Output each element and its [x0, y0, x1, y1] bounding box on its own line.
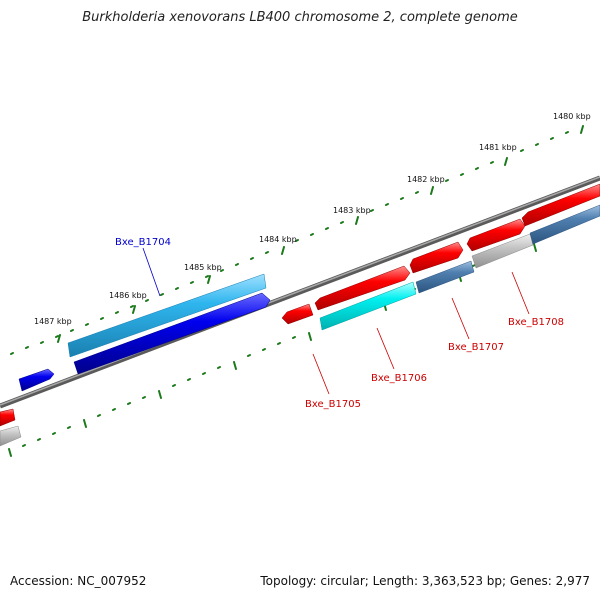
label-bxe-b1708[interactable]: Bxe_B1708 — [508, 317, 564, 328]
tick-labels: 1480 kbp 1481 kbp 1482 kbp 1483 kbp 1484… — [34, 112, 591, 326]
accession-text: Accession: NC_007952 — [10, 574, 147, 588]
gene-gray-left[interactable] — [0, 425, 22, 447]
outer-tick-track — [10, 125, 584, 355]
tick-label-1481: 1481 kbp — [479, 143, 517, 152]
gene-bxe-b1707[interactable] — [415, 260, 475, 294]
inner-strand-genes — [0, 183, 600, 447]
gene-bxe-b1705[interactable] — [281, 303, 314, 325]
leader-bxe-b1704 — [142, 247, 161, 297]
tick-label-1484: 1484 kbp — [259, 235, 297, 244]
gene-bxe-b1708[interactable] — [471, 233, 534, 269]
tick-label-1487: 1487 kbp — [34, 317, 72, 326]
tick-label-1483: 1483 kbp — [333, 206, 371, 215]
outer-strand-genes — [18, 273, 271, 392]
gene-bxe-b1706[interactable] — [319, 281, 417, 331]
tick-label-1485: 1485 kbp — [184, 263, 222, 272]
gene-red-right[interactable] — [521, 183, 600, 227]
label-bxe-b1705[interactable]: Bxe_B1705 — [305, 399, 361, 410]
label-bxe-b1707[interactable]: Bxe_B1707 — [448, 342, 504, 353]
tick-label-1480: 1480 kbp — [553, 112, 591, 121]
label-bxe-b1706[interactable]: Bxe_B1706 — [371, 373, 427, 384]
gene-blue-small[interactable] — [18, 368, 55, 392]
leader-bxe-b1706 — [376, 327, 395, 370]
genome-backbone — [0, 175, 600, 409]
gene-bxe-b1704[interactable] — [67, 273, 267, 358]
gene-reverse-blue[interactable] — [73, 292, 271, 375]
label-bxe-b1704[interactable]: Bxe_B1704 — [115, 237, 171, 248]
gene-red-left[interactable] — [0, 408, 16, 427]
leader-bxe-b1705 — [312, 353, 330, 395]
tick-label-1486: 1486 kbp — [109, 291, 147, 300]
gene-labels: Bxe_B1704 Bxe_B1705 Bxe_B1706 Bxe_B1707 … — [115, 237, 564, 410]
leader-bxe-b1707 — [451, 297, 470, 340]
gene-red-c[interactable] — [409, 241, 464, 274]
gene-steel-right[interactable] — [529, 204, 600, 245]
leader-bxe-b1708 — [511, 271, 530, 315]
gene-red-b[interactable] — [314, 265, 411, 311]
label-leaders — [142, 247, 530, 395]
map-title: Burkholderia xenovorans LB400 chromosome… — [82, 10, 518, 25]
genome-info-text: Topology: circular; Length: 3,363,523 bp… — [260, 574, 590, 588]
tick-label-1482: 1482 kbp — [407, 175, 445, 184]
genome-backbone-highlight — [0, 176, 600, 406]
gene-red-d[interactable] — [466, 218, 526, 252]
